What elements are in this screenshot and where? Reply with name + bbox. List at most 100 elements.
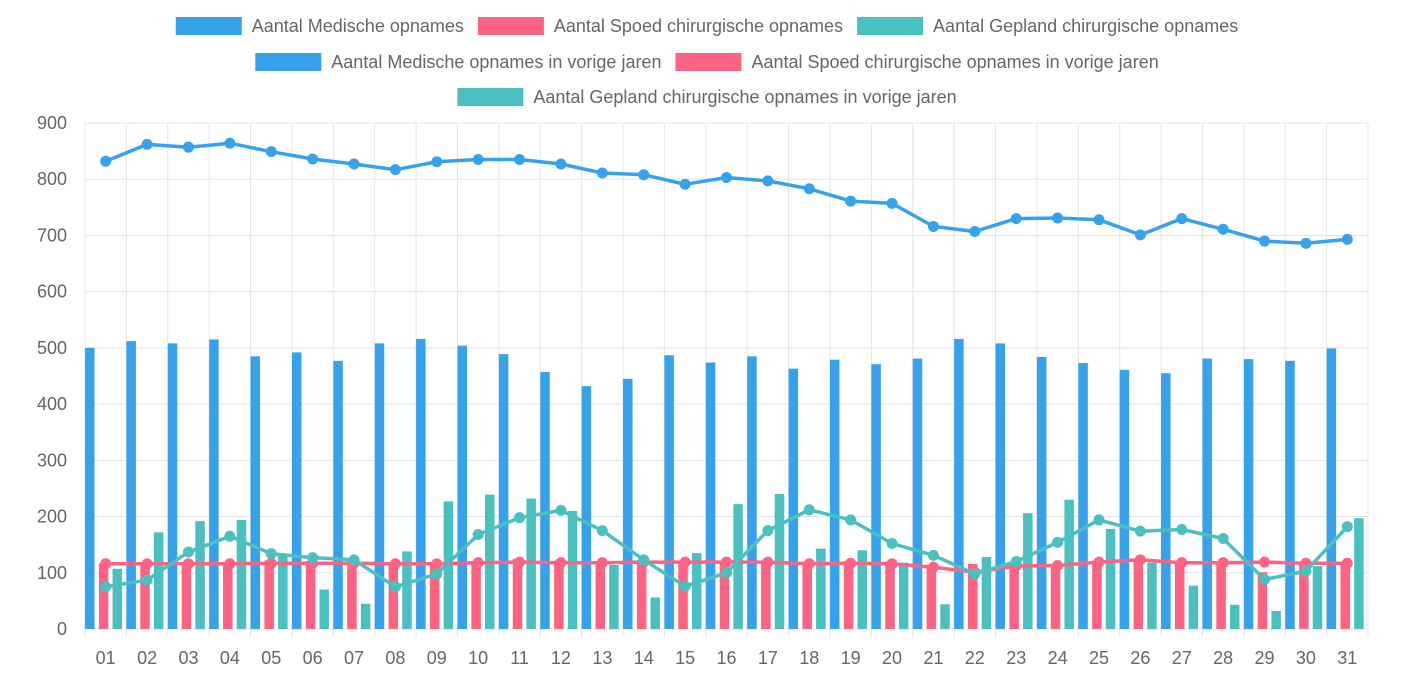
line-point[interactable] [348, 158, 360, 170]
bar[interactable] [761, 560, 771, 629]
line-point[interactable] [141, 558, 153, 570]
bar[interactable] [305, 560, 316, 629]
bar[interactable] [1312, 566, 1323, 629]
line-point[interactable] [679, 556, 691, 568]
bar[interactable] [636, 559, 647, 629]
bar[interactable] [567, 510, 578, 629]
bar[interactable] [816, 548, 826, 629]
bar[interactable] [1119, 369, 1130, 629]
legend-item[interactable]: Aantal Spoed chirurgische opnames [477, 16, 843, 36]
bar[interactable] [1133, 558, 1144, 629]
line-point[interactable] [1341, 233, 1353, 245]
line-point[interactable] [803, 504, 815, 516]
bar[interactable] [981, 557, 992, 629]
line-point[interactable] [886, 558, 898, 570]
bar[interactable] [388, 562, 399, 629]
bar[interactable] [250, 356, 261, 629]
line-point[interactable] [1176, 557, 1188, 569]
bar[interactable] [664, 355, 674, 629]
bar[interactable] [1257, 572, 1268, 629]
line-point[interactable] [389, 558, 401, 570]
line-point[interactable] [265, 557, 277, 569]
line-point[interactable] [472, 529, 484, 541]
bar[interactable] [223, 562, 233, 629]
bar[interactable] [1326, 348, 1337, 629]
line-point[interactable] [803, 558, 815, 570]
line-point[interactable] [1217, 557, 1229, 569]
line-point[interactable] [762, 556, 774, 568]
line-point[interactable] [1259, 574, 1271, 586]
line-point[interactable] [927, 549, 939, 561]
line-point[interactable] [721, 172, 732, 184]
bar[interactable] [167, 343, 178, 629]
line-point[interactable] [721, 567, 732, 579]
line-point[interactable] [1093, 556, 1105, 568]
bar[interactable] [1285, 360, 1295, 629]
bar[interactable] [609, 564, 619, 629]
bar[interactable] [802, 563, 812, 629]
bar[interactable] [1216, 562, 1226, 629]
bar[interactable] [195, 521, 205, 629]
bar[interactable] [898, 562, 909, 629]
line-point[interactable] [1300, 237, 1312, 249]
bar[interactable] [554, 560, 564, 629]
line-point[interactable] [845, 195, 857, 207]
bar[interactable] [1078, 363, 1088, 629]
bar[interactable] [788, 368, 799, 629]
bar[interactable] [540, 372, 550, 629]
bar[interactable] [1036, 356, 1047, 629]
bar[interactable] [319, 589, 329, 629]
bar[interactable] [278, 554, 288, 629]
line-point[interactable] [845, 514, 857, 526]
line-point[interactable] [472, 154, 484, 166]
bar[interactable] [402, 551, 412, 629]
line-point[interactable] [514, 512, 526, 524]
bar[interactable] [995, 343, 1006, 629]
bar[interactable] [595, 563, 606, 629]
line-point[interactable] [431, 558, 443, 570]
line-point[interactable] [182, 558, 194, 570]
bar[interactable] [650, 597, 661, 629]
bar[interactable] [912, 358, 923, 629]
bar[interactable] [1188, 585, 1199, 629]
line-point[interactable] [141, 138, 153, 150]
legend-item[interactable]: Aantal Medische opnames in vorige jaren [255, 52, 661, 72]
bar[interactable] [512, 558, 523, 629]
line-point[interactable] [596, 525, 608, 537]
bar[interactable] [843, 560, 854, 629]
bar[interactable] [333, 360, 343, 629]
bar[interactable] [871, 364, 881, 629]
bar[interactable] [926, 566, 937, 629]
line-point[interactable] [1176, 213, 1188, 225]
line-point[interactable] [679, 178, 691, 190]
bar[interactable] [940, 604, 950, 629]
line-point[interactable] [803, 183, 815, 195]
bar[interactable] [1354, 518, 1364, 629]
line-point[interactable] [555, 504, 567, 516]
legend-item[interactable]: Aantal Gepland chirurgische opnames [857, 16, 1238, 36]
bar[interactable] [719, 560, 730, 629]
line-point[interactable] [762, 175, 774, 187]
line-point[interactable] [265, 548, 277, 560]
line-point[interactable] [1341, 521, 1353, 533]
line-point[interactable] [514, 556, 526, 568]
bar[interactable] [581, 386, 592, 629]
bar[interactable] [1050, 565, 1061, 629]
line-point[interactable] [1341, 557, 1353, 569]
line-point[interactable] [389, 164, 401, 176]
line-point[interactable] [1217, 532, 1229, 544]
line-point[interactable] [1176, 523, 1188, 535]
line-point[interactable] [927, 220, 939, 232]
line-point[interactable] [182, 141, 194, 153]
bar[interactable] [236, 519, 247, 629]
line-point[interactable] [679, 580, 691, 592]
line-point[interactable] [100, 581, 112, 593]
line-point[interactable] [1134, 554, 1146, 566]
line-point[interactable] [596, 557, 608, 569]
line-point[interactable] [472, 557, 484, 569]
line-point[interactable] [514, 154, 526, 166]
line-point[interactable] [927, 561, 939, 573]
line-point[interactable] [1093, 214, 1105, 226]
bar[interactable] [498, 354, 509, 629]
bar[interactable] [733, 504, 743, 629]
